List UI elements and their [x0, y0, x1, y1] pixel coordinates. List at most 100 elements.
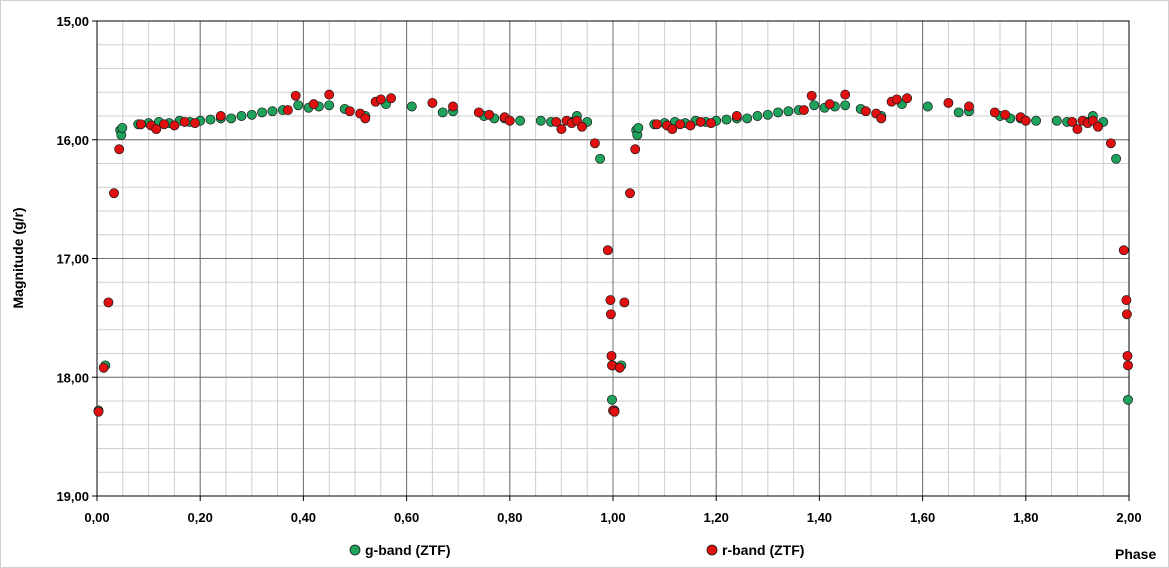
r-band-point	[375, 94, 386, 105]
r-band-point	[215, 111, 226, 121]
g-band-point	[953, 107, 964, 118]
r-band-point	[427, 97, 438, 108]
r-band-point	[667, 124, 678, 135]
x-tick-label: 1,00	[600, 510, 625, 525]
r-band-point	[609, 406, 620, 417]
r-band-point	[282, 105, 293, 116]
r-band-point	[860, 106, 871, 117]
r-band-point	[109, 188, 119, 199]
r-band-point	[159, 119, 170, 130]
g-band-point	[595, 153, 606, 164]
r-band-point	[551, 116, 562, 127]
g-band-point	[1123, 394, 1133, 405]
g-band-point	[762, 109, 773, 120]
r-band-point	[695, 116, 706, 127]
r-band-point	[706, 118, 716, 129]
r-band-point	[675, 119, 686, 130]
g-band-point	[721, 114, 732, 125]
r-band-point	[630, 144, 641, 155]
r-band-point	[602, 245, 613, 256]
g-band-point	[840, 100, 851, 111]
r-band-point	[619, 297, 630, 308]
r-band-point	[114, 144, 125, 155]
x-tick-label: 0,40	[291, 510, 316, 525]
g-band-point	[267, 106, 278, 117]
g-band-point	[246, 109, 257, 120]
x-tick-label: 0,00	[84, 510, 109, 525]
r-band-point	[625, 188, 635, 199]
r-band-point	[1093, 121, 1103, 132]
r-band-point	[1123, 360, 1133, 371]
r-band-point	[1000, 109, 1011, 120]
r-band-point	[1072, 124, 1083, 135]
g-band-point	[437, 107, 448, 118]
y-tick-label: 17,00	[56, 252, 89, 267]
g-band-point	[226, 113, 237, 124]
g-band-point	[809, 100, 820, 111]
r-band-point	[1122, 350, 1133, 361]
r-band-point	[806, 90, 817, 101]
r-band-point	[876, 113, 887, 124]
g-band-point	[752, 111, 763, 121]
g-band-point	[236, 111, 247, 121]
r-band-point	[473, 107, 484, 118]
y-tick-label: 16,00	[56, 133, 89, 148]
r-band-point	[135, 119, 146, 130]
r-band-point	[964, 101, 974, 112]
g-band-point	[117, 122, 128, 133]
r-band-points	[93, 89, 1133, 417]
g-band-point	[293, 100, 304, 111]
r-band-point	[290, 90, 301, 101]
r-band-point	[190, 118, 200, 129]
r-band-point	[798, 105, 809, 116]
y-axis-label: Magnitude (g/r)	[10, 207, 26, 308]
x-tick-label: 2,00	[1116, 510, 1141, 525]
x-tick-label: 1,80	[1013, 510, 1038, 525]
r-band-point	[1020, 115, 1031, 126]
g-band-point	[1111, 153, 1122, 164]
r-band-point	[989, 107, 1000, 118]
r-band-point	[902, 93, 913, 104]
legend-label-g-band: g-band (ZTF)	[365, 542, 451, 558]
g-band-point	[515, 115, 526, 126]
g-band-point	[324, 100, 335, 111]
major-grid	[97, 21, 1129, 496]
r-band-point	[344, 106, 355, 117]
g-band-point	[257, 107, 268, 118]
r-band-point	[651, 119, 662, 130]
r-band-point	[103, 297, 114, 308]
g-band-point	[1051, 115, 1062, 126]
y-tick-label: 18,00	[56, 370, 89, 385]
r-band-point	[448, 101, 458, 112]
legend-item-r-band: r-band (ZTF)	[706, 542, 804, 558]
y-tick-label: 19,00	[56, 489, 89, 504]
g-band-point	[773, 107, 784, 118]
r-band-point	[943, 97, 954, 108]
r-band-point	[169, 120, 180, 131]
y-axis-ticks: 15,00 16,00 17,00 18,00 19,00	[56, 14, 97, 504]
g-band-point	[922, 101, 933, 112]
legend: g-band (ZTF) r-band (ZTF)	[349, 542, 804, 558]
x-axis-ticks: 0,00 0,20 0,40 0,60 0,80 1,00 1,20 1,40 1,60 1,80…	[84, 496, 1142, 525]
x-tick-label: 0,80	[497, 510, 522, 525]
r-band-point	[605, 309, 616, 320]
r-band-point	[840, 89, 851, 100]
r-band-point	[1105, 138, 1116, 149]
g-band-point	[633, 122, 644, 133]
r-band-point	[614, 362, 625, 373]
r-band-point	[484, 109, 495, 120]
r-band-point	[151, 124, 162, 135]
r-band-point	[1121, 295, 1132, 306]
r-band-point	[577, 121, 587, 132]
r-band-point	[1118, 245, 1129, 256]
r-band-point	[98, 362, 109, 373]
g-band-point	[1031, 115, 1042, 126]
r-band-point	[93, 406, 104, 417]
r-band-point	[891, 94, 902, 105]
r-band-point	[386, 93, 397, 104]
r-band-point	[731, 111, 742, 121]
r-band-point	[606, 350, 617, 361]
r-band-point	[589, 138, 600, 149]
